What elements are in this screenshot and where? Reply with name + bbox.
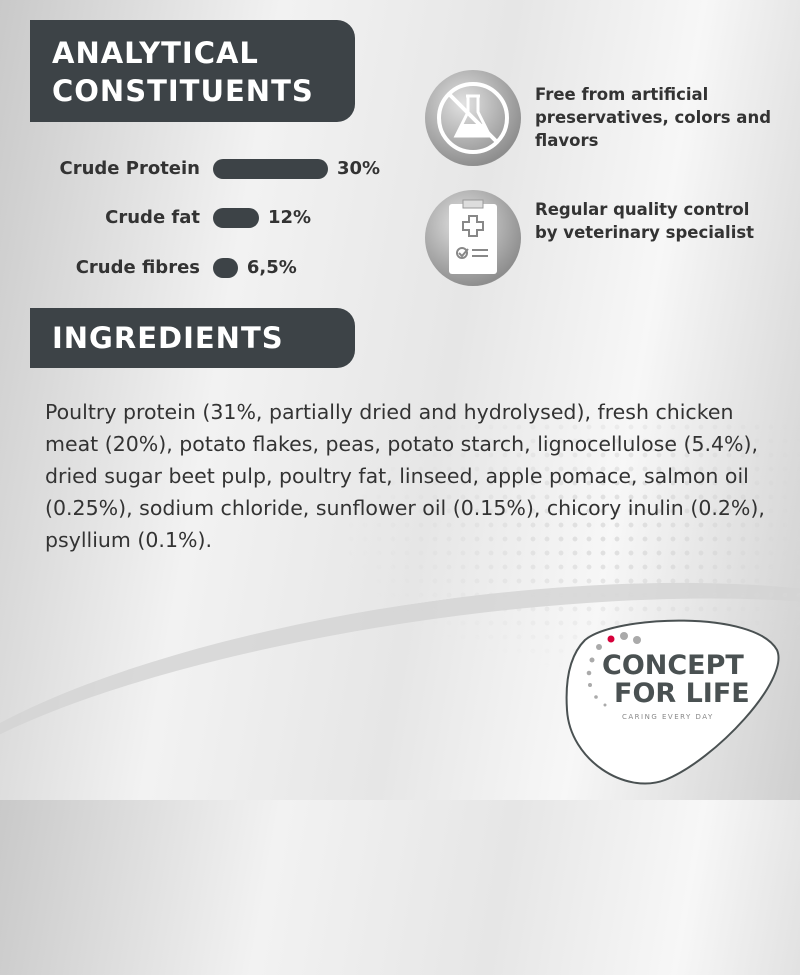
feature-text: Free from artificial preservatives, colo… xyxy=(535,85,772,150)
logo-line1: CONCEPT xyxy=(602,650,744,681)
constituent-bar xyxy=(213,257,238,278)
constituent-label: Crude fat xyxy=(105,207,200,228)
ingredients-header: INGREDIENTS xyxy=(30,308,355,368)
ingredients-text: Poultry protein (31%, partially dried an… xyxy=(45,400,765,552)
constituent-row: Crude fibres 6,5% xyxy=(13,257,297,278)
constituent-label: Crude Protein xyxy=(59,158,201,179)
constituent-value: 6,5% xyxy=(246,257,297,278)
constituent-bar xyxy=(213,158,328,179)
clipboard-checklist-icon xyxy=(425,190,521,286)
constituent-label: Crude fibres xyxy=(75,257,200,278)
analytical-constituents-header: ANALYTICAL CONSTITUENTS xyxy=(30,20,355,122)
constituent-value: 30% xyxy=(337,158,381,179)
header-line2: CONSTITUENTS xyxy=(52,74,314,108)
feature-text: Regular quality control by veterinary sp… xyxy=(535,200,755,242)
logo-line2: FOR LIFE xyxy=(614,678,750,709)
logo-tagline: CARING EVERY DAY xyxy=(622,713,714,721)
constituent-row: Crude fat 12% xyxy=(13,207,311,228)
concept-for-life-logo: CONCEPT FOR LIFE CARING EVERY DAY xyxy=(565,610,785,785)
constituent-value: 12% xyxy=(268,207,312,228)
no-chemicals-flask-icon xyxy=(425,70,521,166)
constituent-row: Crude Protein 30% xyxy=(13,158,381,179)
constituent-bar xyxy=(213,207,259,228)
header-line1: ANALYTICAL xyxy=(52,36,259,70)
